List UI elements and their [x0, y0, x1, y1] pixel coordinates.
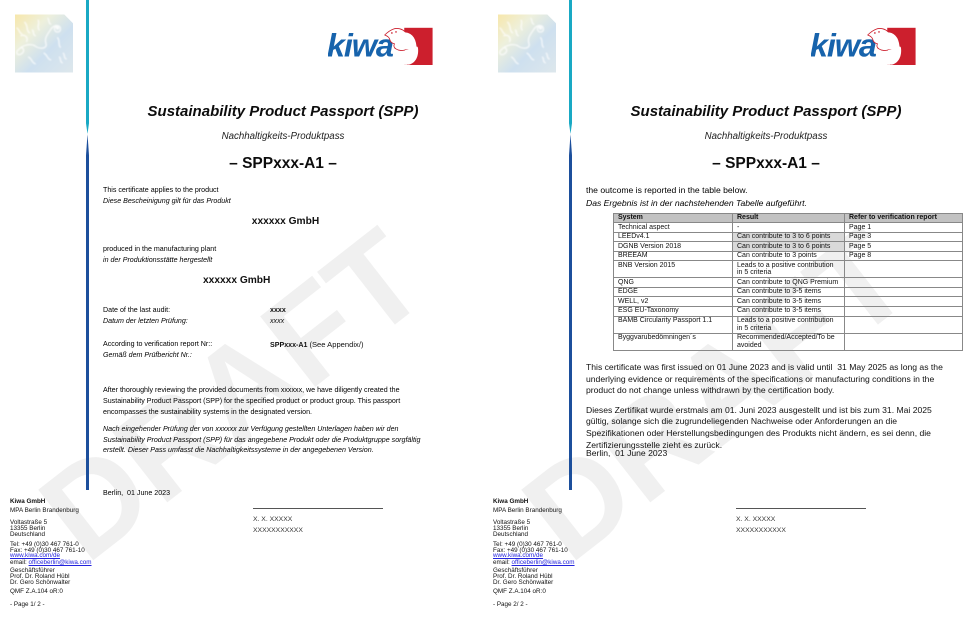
- svg-text:kiwa: kiwa: [328, 28, 394, 64]
- svg-text:kiwa: kiwa: [811, 28, 877, 64]
